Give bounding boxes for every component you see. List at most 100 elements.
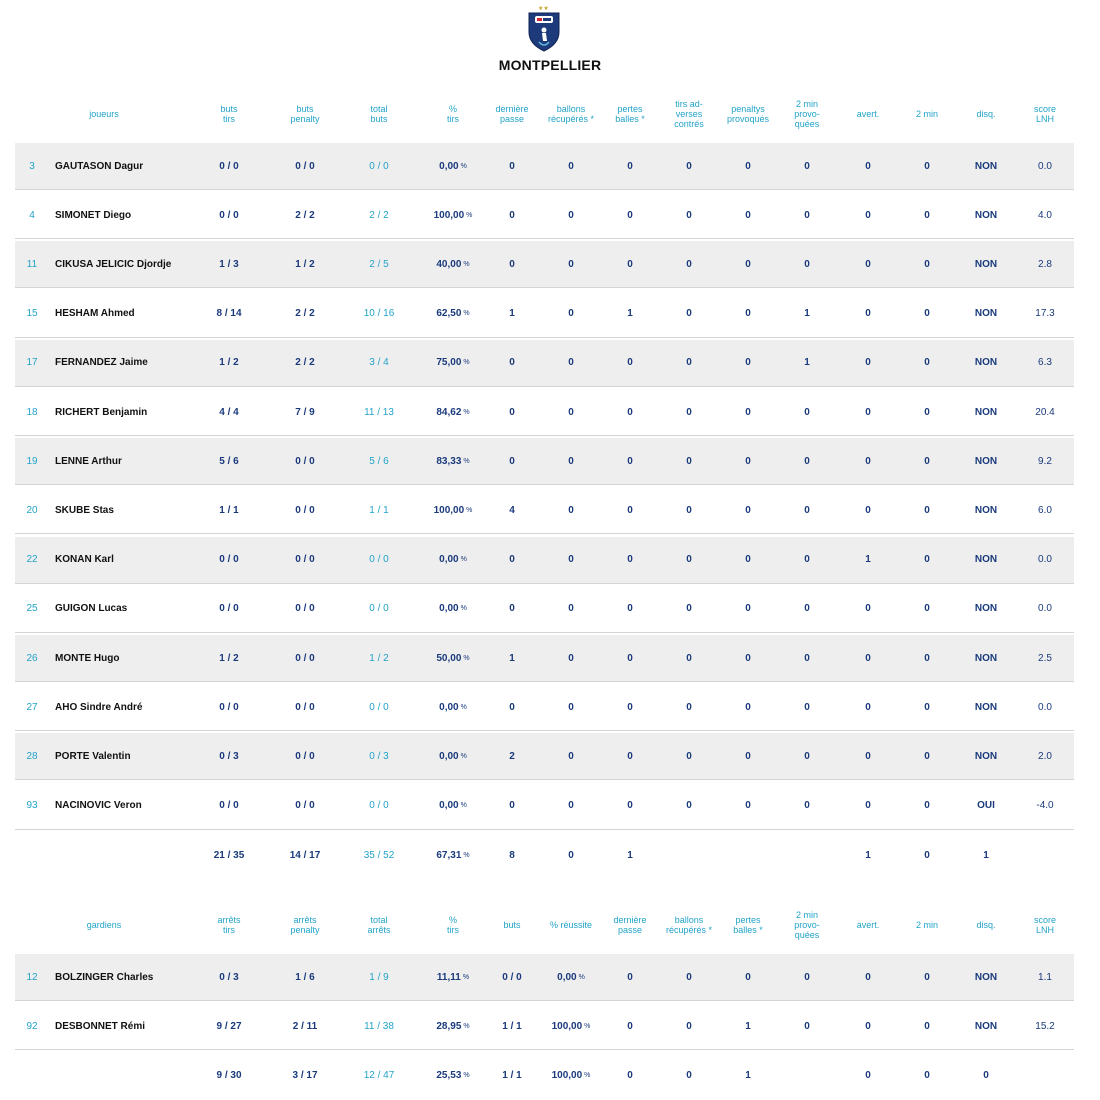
player-number: 25 [26,603,38,615]
player-name[interactable]: FERNANDEZ Jaime [55,357,148,369]
column-header: disq. [976,109,996,119]
table-row[interactable]: 17 FERNANDEZ Jaime 1 / 2 2 / 2 3 / 4 75,00% 0 0… [15,339,1074,387]
stat-cell: 0 [865,701,871,713]
stat-cell: 0 [924,971,930,983]
stat-cell: 0 [804,603,810,615]
player-name[interactable]: PORTE Valentin [55,750,131,762]
stat-cell: NON [974,258,998,270]
stat-cell: 0 [686,971,692,983]
stat-cell: 0 / 0 [295,603,315,615]
table-row[interactable]: 4 SIMONET Diego 0 / 0 2 / 2 2 / 2 100,00% 0 0 0 0… [15,192,1074,240]
stat-cell: 1 / 1 [502,1020,522,1032]
stat-cell: 2 / 2 [295,209,315,221]
stat-cell: 0,00% [439,603,467,615]
stat-cell: 0 / 0 [295,652,315,664]
player-name[interactable]: AHO Sindre André [55,701,143,713]
stat-cell: 0 [924,308,930,320]
stat-cell: 0 [568,554,574,566]
stat-cell: 0 [509,455,515,467]
stat-cell: 0 [568,406,574,418]
totals-row: 21 / 35 14 / 17 35 / 52 67,31% 8 0 1 1 0 1 [15,832,1074,879]
stat-cell: 0 [686,800,692,812]
stat-cell: 0 [804,701,810,713]
player-name[interactable]: HESHAM Ahmed [55,308,135,320]
stat-cell: 0 [568,750,574,762]
stat-cell: 0 [686,258,692,270]
player-name[interactable]: CIKUSA JELICIC Djordje [55,258,172,270]
stat-cell: 0 [745,603,751,615]
stat-cell: 0 [924,701,930,713]
player-name[interactable]: GAUTASON Dagur [55,160,144,172]
stat-cell: 0 / 0 [295,504,315,516]
column-header: 2 min [915,920,938,930]
stat-cell: 7 / 9 [295,406,315,418]
stat-cell: 0 [686,554,692,566]
player-number: 4 [29,209,35,221]
stat-cell: 0 [509,258,515,270]
player-name[interactable]: DESBONNET Rémi [55,1020,146,1032]
stat-cell: 0 [745,554,751,566]
stat-cell: 0 [804,750,810,762]
stat-cell: 0,00% [439,701,467,713]
stat-cell: 0 [686,701,692,713]
stat-cell: NON [974,357,998,369]
stat-cell: 0 [627,603,633,615]
column-header: buts tirs [220,104,238,124]
column-header: avert. [856,109,880,119]
player-name[interactable]: KONAN Karl [55,554,114,566]
player-name[interactable]: MONTE Hugo [55,652,120,664]
table-row[interactable]: 22 KONAN Karl 0 / 0 0 / 0 0 / 0 0,00% 0 0 0 0 0 0 1 0… [15,536,1074,584]
table-row[interactable]: 18 RICHERT Benjamin 4 / 4 7 / 9 11 / 13 84,62… [15,389,1074,436]
player-name[interactable]: SKUBE Stas [55,504,114,516]
stat-cell: 0 / 0 [295,160,315,172]
table-row[interactable]: 92 DESBONNET Rémi 9 / 27 2 / 11 11 / 38 28,95… [15,1003,1074,1051]
player-name[interactable]: NACINOVIC Veron [55,800,142,812]
table-row[interactable]: 28 PORTE Valentin 0 / 3 0 / 0 0 / 3 0,00% 2 0 0 0… [15,733,1074,781]
stat-cell: 0 [804,455,810,467]
total-cell: 1 [627,849,633,861]
stat-cell: 2.5 [1038,652,1052,664]
table-row[interactable]: 27 AHO Sindre André 0 / 0 0 / 0 0 / 0 0,00% 0 0… [15,684,1074,732]
stat-cell: 0 [568,701,574,713]
stat-cell: 2.0 [1038,750,1052,762]
total-cell: 8 [509,849,515,861]
table-row[interactable]: 19 LENNE Arthur 5 / 6 0 / 0 5 / 6 83,33% 0 0 0 0 0… [15,438,1074,486]
player-name[interactable]: BOLZINGER Charles [55,971,154,983]
column-header: pertes balles * [733,915,763,935]
column-header: arrêts penalty [290,915,320,935]
table-row[interactable]: 25 GUIGON Lucas 0 / 0 0 / 0 0 / 0 0,00% 0 0 0 0 0 0… [15,586,1074,633]
stat-cell: 2 / 5 [369,258,389,270]
column-header: 2 min provo-quées [794,99,820,129]
stat-cell: 17.3 [1035,308,1055,320]
stat-cell: 100,00% [551,1020,591,1032]
stat-cell: 3 / 4 [369,357,389,369]
stat-cell: 100,00% [433,209,473,221]
table-row[interactable]: 12 BOLZINGER Charles 0 / 3 1 / 6 1 / 9 11,11%… [15,954,1074,1001]
column-header: avert. [856,920,880,930]
player-name[interactable]: LENNE Arthur [55,455,122,467]
total-cell: 1 / 1 [502,1070,522,1082]
stat-cell: 0 [924,1020,930,1032]
stat-cell: 0 / 0 [369,554,389,566]
player-name[interactable]: RICHERT Benjamin [55,406,148,418]
stat-cell: NON [974,209,998,221]
table-row[interactable]: 93 NACINOVIC Veron 0 / 0 0 / 0 0 / 0 0,00% 0 0 0… [15,783,1074,830]
table-row[interactable]: 15 HESHAM Ahmed 8 / 14 2 / 2 10 / 16 62,50% 1 0… [15,291,1074,338]
stat-cell: 75,00% [436,357,470,369]
stat-cell: 4 [509,504,515,516]
stat-cell: 6.3 [1038,357,1052,369]
stat-cell: 0 [804,1020,810,1032]
table-row[interactable]: 20 SKUBE Stas 1 / 1 0 / 0 1 / 1 100,00% 4 0 0 0 0 0… [15,487,1074,535]
column-header: dernière passe [613,915,647,935]
column-header: 2 min [915,109,938,119]
table-row[interactable]: 26 MONTE Hugo 1 / 2 0 / 0 1 / 2 50,00% 1 0 0 0 0 0 0… [15,635,1074,682]
stat-cell: 5 / 6 [219,455,239,467]
player-name[interactable]: GUIGON Lucas [55,603,128,615]
player-name[interactable]: SIMONET Diego [55,209,132,221]
table-row[interactable]: 3 GAUTASON Dagur 0 / 0 0 / 0 0 / 0 0,00% 0 0 0 0 0… [15,143,1074,190]
stat-cell: 0 [865,258,871,270]
column-header: total arrêts [367,915,391,935]
stat-cell: 0 [627,209,633,221]
stat-cell: 0 [745,455,751,467]
table-row[interactable]: 11 CIKUSA JELICIC Djordje 1 / 3 1 / 2 2 / 5 4… [15,241,1074,289]
